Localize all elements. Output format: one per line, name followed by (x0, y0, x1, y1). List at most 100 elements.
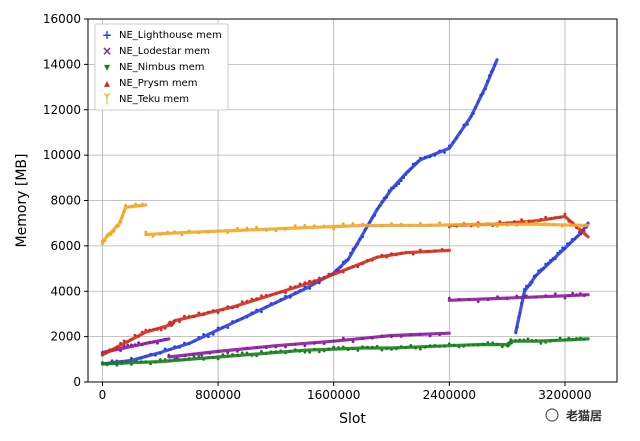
series-ne-nimbus-mem (100, 336, 590, 367)
data-point (404, 173, 408, 176)
data-point (553, 216, 557, 220)
data-point (159, 328, 163, 332)
data-point (168, 348, 172, 351)
data-point (433, 344, 437, 347)
data-point (264, 346, 268, 350)
data-point (274, 350, 278, 354)
data-point (158, 233, 162, 236)
data-point (137, 204, 141, 208)
data-point (264, 293, 268, 297)
legend-marker-icon: + (102, 28, 112, 42)
data-point (414, 161, 417, 165)
data-point (284, 345, 287, 349)
data-point (423, 155, 427, 159)
data-point (528, 283, 532, 287)
data-point (476, 100, 480, 104)
data-point (505, 297, 509, 301)
data-point (192, 339, 196, 343)
data-point (303, 281, 307, 285)
data-point (130, 338, 133, 341)
data-point (549, 217, 552, 221)
data-point (245, 315, 249, 319)
data-point (288, 349, 292, 353)
data-point (404, 346, 408, 350)
data-point (183, 341, 186, 345)
data-point (567, 219, 571, 223)
data-point (317, 350, 321, 354)
data-point (481, 342, 485, 346)
data-point (426, 250, 430, 253)
data-point (332, 272, 336, 276)
data-point (103, 239, 107, 242)
data-point (486, 79, 489, 83)
data-point (341, 222, 345, 226)
data-point (491, 68, 495, 72)
data-point (152, 340, 155, 344)
data-point (452, 343, 456, 347)
data-point (313, 224, 316, 228)
data-point (158, 358, 162, 361)
data-point (105, 363, 109, 367)
legend-marker-icon: × (102, 44, 112, 58)
data-point (284, 351, 287, 355)
y-tick-label: 0 (73, 375, 81, 389)
data-point (341, 260, 345, 264)
data-point (385, 347, 389, 350)
data-point (467, 224, 470, 227)
data-point (231, 306, 234, 310)
x-tick-label: 0 (99, 388, 107, 402)
data-point (130, 356, 133, 360)
series-ne-teku-mem (100, 202, 590, 246)
data-point (144, 360, 148, 364)
data-point (525, 284, 528, 288)
data-point (279, 349, 283, 353)
data-point (226, 231, 230, 234)
data-point (428, 155, 432, 159)
data-point (579, 229, 582, 233)
data-point (231, 320, 234, 323)
data-point (245, 351, 249, 355)
data-point (351, 222, 355, 225)
data-point (563, 338, 567, 342)
legend-label: NE_Nimbus mem (119, 62, 205, 73)
data-point (101, 361, 104, 364)
legend: + NE_Lighthouse mem × NE_Lodestar mem ▾ NE_Ni… (94, 23, 229, 111)
data-point (178, 345, 181, 349)
data-point (578, 225, 581, 229)
data-point (409, 167, 413, 171)
data-point (293, 285, 297, 289)
data-point (356, 265, 360, 269)
legend-marker-icon: ▴ (104, 76, 110, 90)
data-point (361, 235, 364, 239)
data-point (582, 294, 586, 297)
data-point (236, 350, 239, 353)
data-point (351, 340, 355, 343)
data-point (183, 314, 186, 318)
data-point (274, 292, 278, 296)
watermark-logo-icon (545, 408, 559, 422)
data-point (216, 326, 220, 330)
data-point (139, 356, 143, 360)
data-point (202, 313, 206, 316)
data-point (378, 204, 381, 208)
data-point (571, 338, 575, 341)
data-point (197, 355, 201, 358)
data-point (269, 302, 273, 305)
data-point (370, 336, 374, 340)
data-point (264, 229, 268, 232)
data-point (322, 275, 326, 279)
data-point (173, 230, 177, 234)
data-point (390, 252, 393, 256)
data-point (438, 345, 442, 348)
data-point (308, 287, 311, 290)
data-point (390, 186, 393, 190)
data-point (575, 235, 579, 238)
data-point (493, 64, 497, 67)
data-point (466, 122, 469, 126)
data-point (467, 343, 470, 347)
data-point (375, 255, 379, 259)
data-point (549, 259, 552, 262)
data-point (582, 337, 586, 341)
data-point (380, 200, 384, 204)
data-point (349, 251, 352, 255)
